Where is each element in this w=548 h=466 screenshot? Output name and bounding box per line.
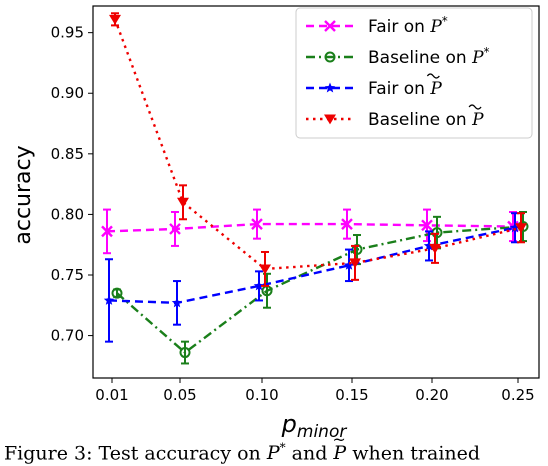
x-axis-ticks: 0.01 0.05 0.10 0.15 0.20 0.25 (95, 378, 535, 404)
data-point (251, 218, 263, 230)
y-tick-label: 0.85 (51, 145, 84, 163)
legend-entry: Baseline on P (306, 104, 484, 130)
y-tick-label: 0.80 (51, 205, 84, 223)
data-point (169, 223, 181, 235)
x-tick-label: 0.01 (95, 386, 128, 404)
series-2 (103, 212, 521, 343)
data-point (429, 243, 441, 254)
data-point (177, 197, 189, 208)
x-axis-label: pminor (281, 410, 348, 440)
caption-math-p-tilde: P ~ (332, 430, 347, 465)
y-tick-label: 0.75 (51, 266, 84, 284)
series-3 (109, 12, 527, 287)
y-tick-label: 0.95 (51, 24, 84, 42)
data-point (423, 240, 435, 251)
axes-frame (92, 5, 540, 379)
legend-entry: Baseline on P* (306, 45, 490, 68)
legend-label: Fair on P (368, 79, 442, 99)
data-point (179, 347, 191, 359)
legend-marker (324, 114, 336, 125)
legend-entry: Fair on P* (306, 14, 448, 37)
series-line (106, 222, 514, 233)
data-point (515, 223, 527, 234)
data-point (343, 259, 355, 270)
series-line (108, 226, 516, 305)
tilde-accent (426, 73, 440, 79)
data-point (171, 297, 183, 308)
x-tick-label: 0.25 (501, 386, 534, 404)
x-tick-label: 0.05 (163, 386, 196, 404)
accuracy-line-chart: 0.01 0.05 0.10 0.15 0.20 0.25 0.70 0.75 0.80 0.8… (11, 5, 540, 440)
data-point (101, 225, 113, 238)
data-point (341, 218, 353, 230)
data-point (509, 222, 521, 233)
y-axis-label: accuracy (11, 145, 36, 244)
legend-label: Baseline on P* (368, 45, 490, 68)
plot-frame (92, 5, 540, 379)
legend-entry: Fair on P (306, 73, 442, 99)
caption-math-p-star: P* (266, 441, 286, 465)
data-point (103, 294, 115, 305)
figure-caption: Figure 3: Test accuracy on P* and P ~ whe… (4, 430, 481, 465)
data-point (259, 264, 271, 275)
legend-label: Fair on P* (368, 14, 448, 37)
data-point (109, 14, 121, 25)
y-axis-ticks: 0.70 0.75 0.80 0.85 0.90 0.95 (51, 24, 93, 345)
legend: Fair on P* Baseline on P* Fair on P Baselin… (295, 7, 533, 139)
data-point (111, 287, 123, 299)
x-axis-label-text: pminor (281, 410, 348, 440)
y-tick-label: 0.90 (51, 84, 84, 102)
y-tick-label: 0.70 (51, 327, 84, 345)
data-point (253, 280, 265, 291)
data-point (431, 227, 443, 239)
series-line (113, 18, 522, 271)
legend-label: Baseline on P (368, 110, 484, 130)
series-layer (101, 12, 529, 365)
x-tick-label: 0.20 (415, 386, 448, 404)
data-point (421, 219, 433, 232)
tilde-accent (468, 104, 482, 110)
legend-marker (324, 20, 336, 32)
data-point (349, 258, 361, 269)
x-tick-label: 0.15 (335, 386, 368, 404)
legend-marker (324, 51, 336, 63)
series-0 (101, 208, 519, 255)
legend-marker (324, 82, 336, 93)
x-tick-label: 0.10 (245, 386, 278, 404)
series-line (116, 225, 524, 355)
